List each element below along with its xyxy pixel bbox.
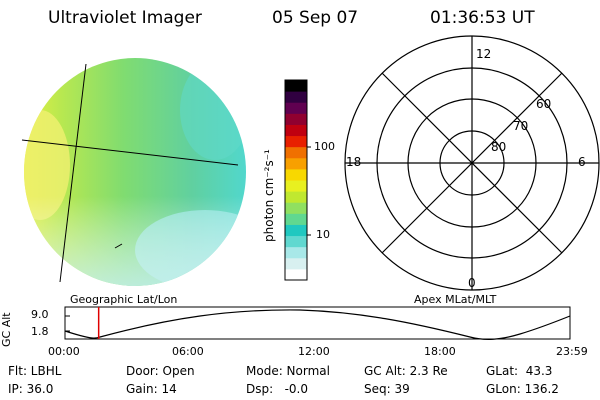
timeline-xtick-0600: 06:00 xyxy=(172,345,204,358)
timeline-ytick-9: 9.0 xyxy=(31,308,49,321)
colorbar-segment xyxy=(285,246,307,259)
meridian-line xyxy=(59,63,87,283)
mlt-label-12: 12 xyxy=(476,47,492,61)
colorbar-segment xyxy=(285,168,307,181)
glon-info: GLon: 136.2 xyxy=(486,382,559,396)
colorbar-frame xyxy=(284,79,308,281)
gc-alt-info: GC Alt: 2.3 Re xyxy=(364,364,448,378)
colorbar-segment xyxy=(285,180,307,192)
colorbar-segment xyxy=(285,257,307,270)
colorbar-tick-10: 10 xyxy=(316,228,330,241)
colorbar-segment xyxy=(285,124,307,137)
colorbar-segment xyxy=(285,146,307,159)
time-label: 01:36:53 UT xyxy=(430,8,535,28)
instrument-title: Ultraviolet Imager xyxy=(48,8,202,28)
mlt-label-18: 18 xyxy=(346,155,362,169)
timeline-xtick-1200: 12:00 xyxy=(298,345,330,358)
mlt-label-0: 0 xyxy=(468,276,476,290)
glat-info: GLat: 43.3 xyxy=(486,364,553,378)
timeline-xtick-2359: 23:59 xyxy=(556,345,588,358)
timeline-xtick-0000: 00:00 xyxy=(48,345,80,358)
mlt-label-6: 6 xyxy=(578,155,586,169)
altitude-curve xyxy=(64,309,571,340)
timeline-xtick-1800: 18:00 xyxy=(424,345,456,358)
colorbar-unit-label: photon cm⁻²s⁻¹ xyxy=(262,149,276,242)
timeline-plot xyxy=(64,306,571,340)
geographic-caption: Geographic Lat/Lon xyxy=(70,293,178,306)
lat-label-70: 70 xyxy=(513,119,529,133)
colorbar-segment xyxy=(285,191,307,203)
colorbar-segment xyxy=(285,113,307,125)
filter-info: Flt: LBHL xyxy=(8,364,62,378)
lat-label-80: 80 xyxy=(491,140,507,154)
colorbar-segment xyxy=(285,91,307,103)
colorbar-segment xyxy=(285,235,307,248)
timeline-ylabel: GC Alt xyxy=(0,312,13,347)
colorbar xyxy=(285,80,307,281)
colorbar-tick-100: 100 xyxy=(314,140,335,153)
colorbar-segment xyxy=(285,102,307,114)
date-label: 05 Sep 07 xyxy=(272,8,359,28)
colorbar-segment xyxy=(285,157,307,170)
lat-label-60: 60 xyxy=(536,97,552,111)
uv-image-disk xyxy=(21,58,246,286)
dsp-info: Dsp: -0.0 xyxy=(246,382,309,396)
timeline-ytick-1-8: 1.8 xyxy=(31,325,49,338)
parallel-line xyxy=(21,139,239,166)
colorbar-segment xyxy=(285,224,307,237)
colorbar-segment xyxy=(285,213,307,225)
mode-info: Mode: Normal xyxy=(246,364,330,378)
colorbar-segment xyxy=(285,135,307,148)
ip-info: IP: 36.0 xyxy=(8,382,54,396)
gain-info: Gain: 14 xyxy=(126,382,177,396)
colorbar-segment xyxy=(285,80,307,92)
colorbar-segment xyxy=(285,202,307,214)
polar-grid xyxy=(344,35,600,291)
colorbar-segment xyxy=(285,268,307,281)
apex-caption: Apex MLat/MLT xyxy=(414,293,497,306)
door-info: Door: Open xyxy=(126,364,195,378)
seq-info: Seq: 39 xyxy=(364,382,410,396)
